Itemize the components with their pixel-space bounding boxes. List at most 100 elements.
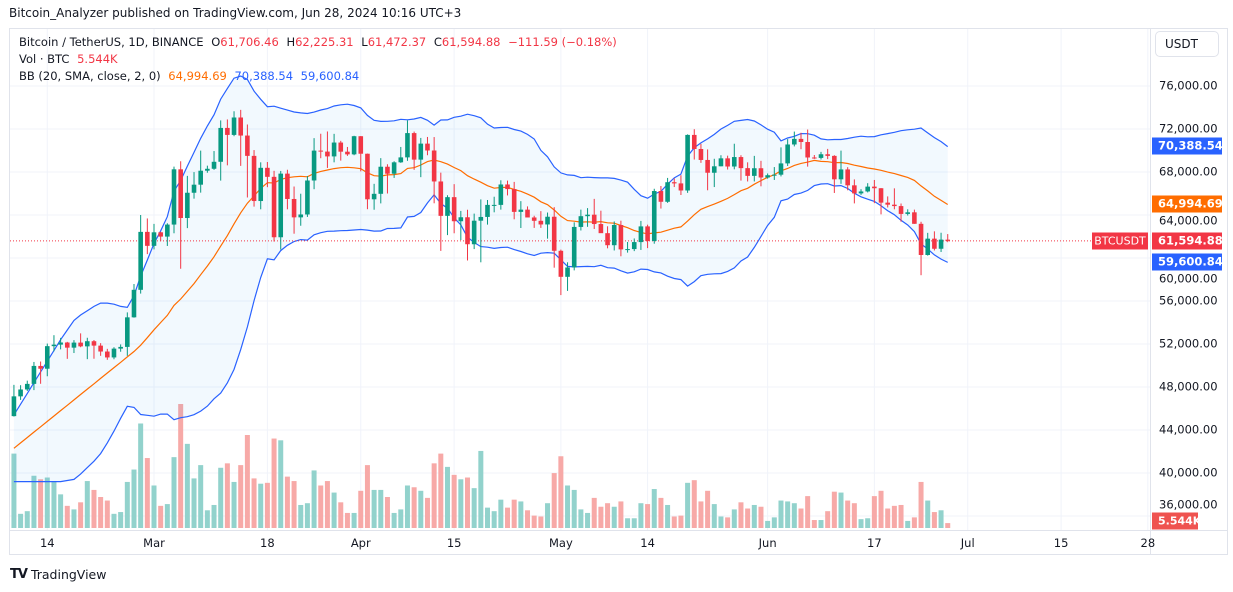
- candle-body: [298, 214, 304, 218]
- candle-body: [818, 154, 824, 158]
- bb-lower-tag: 59,600.84: [1152, 253, 1223, 271]
- candle-body: [171, 169, 177, 225]
- candle-body: [285, 173, 290, 199]
- candle-body: [585, 214, 590, 217]
- candle-body: [725, 158, 730, 167]
- candle-body: [591, 214, 597, 225]
- volume-bar: [338, 502, 344, 528]
- currency-button[interactable]: USDT: [1155, 31, 1219, 57]
- candle-body: [31, 365, 37, 384]
- candle-body: [658, 191, 664, 202]
- candle-body: [418, 143, 424, 160]
- volume-bar: [905, 520, 911, 528]
- volume-bar: [278, 440, 284, 528]
- candle-body: [211, 161, 217, 169]
- volume-bar: [838, 492, 844, 528]
- volume-label[interactable]: Vol · BTC: [19, 52, 70, 66]
- volume-bar: [71, 509, 77, 528]
- candles: [11, 109, 951, 417]
- bb-label[interactable]: BB (20, SMA, close, 2, 0): [19, 69, 161, 83]
- candle-body: [238, 117, 244, 136]
- volume-bar: [58, 494, 64, 528]
- bb-upper-tag: 70,388.54: [1152, 137, 1223, 155]
- volume-bar: [224, 463, 230, 528]
- volume-bar: [938, 510, 944, 528]
- candle-body: [738, 157, 744, 169]
- time-tick-label: 14: [640, 536, 655, 550]
- volume-bar: [765, 520, 771, 528]
- volume-bar: [251, 478, 257, 528]
- price-tick-label: 60,000.00: [1159, 271, 1218, 286]
- candle-body: [898, 206, 904, 214]
- volume-bar: [151, 485, 157, 528]
- volume-bar: [364, 465, 370, 528]
- candle-body: [131, 289, 137, 318]
- volume-bar: [391, 512, 397, 528]
- open-value: 61,706.46: [220, 35, 279, 49]
- candle-body: [932, 238, 937, 249]
- logo-text: TradingView: [30, 567, 107, 582]
- volume-bar: [451, 474, 457, 528]
- candle-body: [598, 224, 604, 234]
- volume-bar: [705, 490, 711, 528]
- candle-body: [471, 220, 477, 245]
- volume-tag: 5.544K: [1152, 512, 1201, 530]
- candle-body: [812, 157, 817, 159]
- candle-body: [711, 166, 717, 173]
- volume-bar: [404, 485, 410, 528]
- volume-bar: [598, 506, 604, 528]
- price-tick-label: 36,000.00: [1159, 497, 1218, 512]
- candle-body: [251, 155, 257, 202]
- volume-bar: [238, 465, 244, 528]
- legend-symbol[interactable]: Bitcoin / TetherUS, 1D, BINANCE: [19, 35, 204, 49]
- volume-bar: [438, 453, 444, 528]
- candle-body: [38, 365, 43, 369]
- candle-body: [351, 136, 357, 155]
- volume-bar: [144, 458, 150, 528]
- volume-bar: [178, 404, 184, 528]
- change-value: −111.59 (−0.18%): [508, 35, 617, 49]
- bb-lower-value: 59,600.84: [300, 69, 360, 83]
- volume-bar: [585, 512, 591, 528]
- tradingview-logo[interactable]: TV TradingView: [10, 567, 106, 582]
- candle-body: [625, 249, 630, 251]
- volume-bar: [464, 477, 470, 528]
- volume-bar: [311, 470, 317, 528]
- volume-bar: [324, 481, 330, 528]
- candle-body: [805, 142, 810, 158]
- candle-body: [565, 267, 570, 277]
- candle-body: [605, 233, 610, 246]
- candle-body: [165, 224, 170, 237]
- candle-body: [265, 167, 270, 177]
- bb-upper-value: 70,388.54: [234, 69, 294, 83]
- candle-body: [525, 209, 530, 218]
- high-value: 62,225.31: [295, 35, 354, 49]
- volume-bar: [124, 481, 130, 528]
- volume-bar: [885, 508, 891, 528]
- candle-body: [838, 169, 844, 180]
- volume-bar: [858, 519, 864, 528]
- volume-bar: [671, 516, 677, 528]
- volume-value: 5.544K: [77, 52, 118, 66]
- candle-body: [278, 173, 284, 238]
- volume-bar: [104, 500, 110, 528]
- volume-bar: [471, 488, 477, 528]
- volume-bar: [11, 453, 17, 528]
- volume-bar: [491, 511, 497, 528]
- volume-bar: [44, 477, 50, 528]
- time-tick-label: 15: [1053, 536, 1069, 550]
- volume-bar: [424, 497, 430, 528]
- bb-basis-value: 64,994.69: [168, 69, 227, 83]
- price-tick-label: 48,000.00: [1159, 379, 1218, 394]
- volume-bar: [871, 496, 877, 528]
- volume-bars: [11, 404, 951, 528]
- candle-body: [91, 341, 97, 346]
- candle-body: [938, 239, 944, 249]
- volume-bar: [925, 500, 931, 528]
- volume-bar: [198, 465, 204, 528]
- candle-body: [371, 193, 377, 200]
- volume-bar: [358, 490, 364, 528]
- volume-bar: [384, 497, 390, 528]
- candle-body: [845, 169, 850, 186]
